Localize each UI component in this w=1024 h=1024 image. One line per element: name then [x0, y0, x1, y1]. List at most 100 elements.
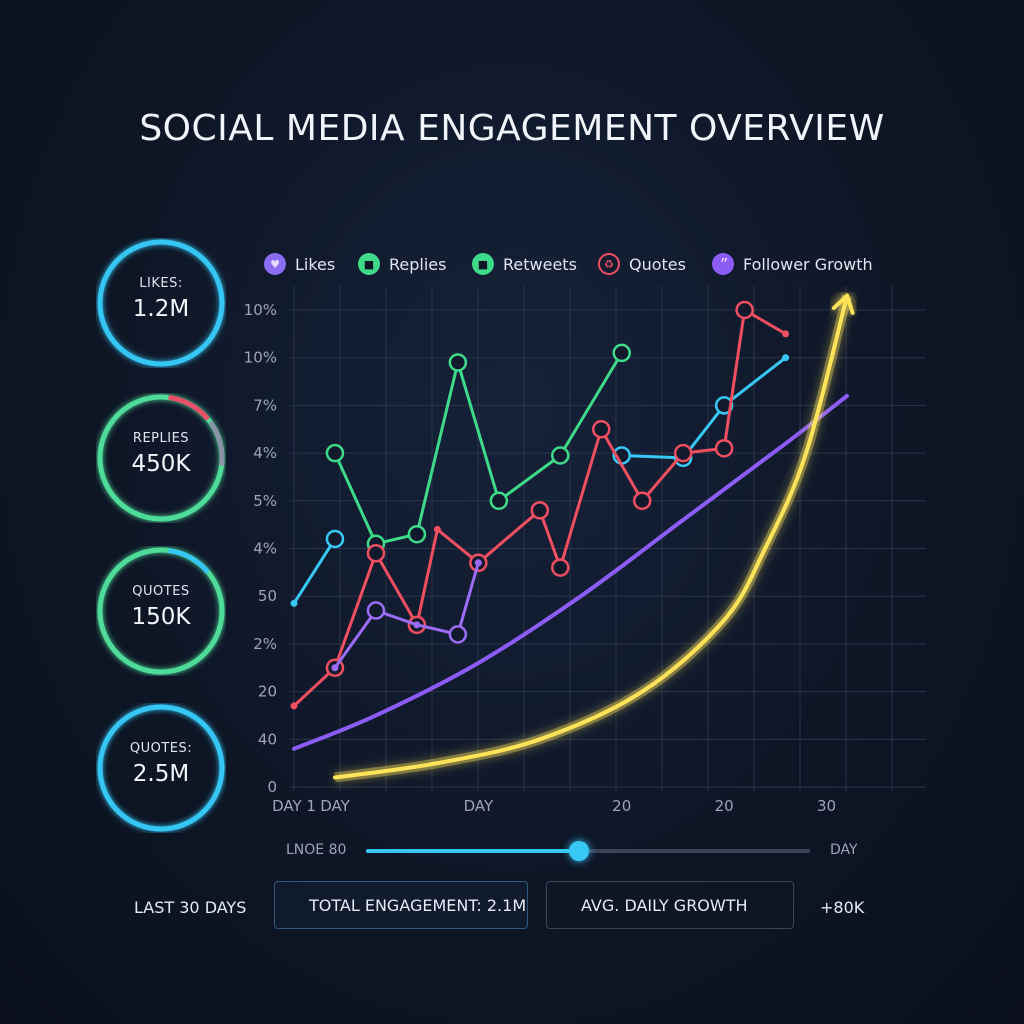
data-point[interactable]: [366, 544, 386, 563]
date-range-label: LAST 30 DAYS: [134, 898, 247, 917]
series-replies: [325, 343, 631, 553]
data-point[interactable]: [325, 529, 345, 549]
legend-label: Retweets: [503, 254, 577, 274]
y-tick-label: 20: [258, 683, 277, 701]
kpi-label: LIKES:: [139, 276, 183, 291]
series-trend: [332, 293, 855, 783]
y-tick-label: 5%: [253, 492, 277, 510]
legend-item-replies[interactable]: ■ Replies: [358, 250, 446, 278]
data-point: [782, 354, 790, 362]
data-point[interactable]: [551, 446, 570, 465]
x-tick-label: 20: [612, 797, 631, 815]
total-engagement-label: TOTAL ENGAGEMENT: 2.1M: [309, 895, 527, 915]
slider-track[interactable]: [366, 841, 810, 861]
heart-icon: ♥: [264, 253, 286, 275]
data-point[interactable]: [673, 443, 693, 463]
data-point[interactable]: [632, 491, 652, 511]
total-engagement-box[interactable]: TOTAL ENGAGEMENT: 2.1M: [274, 881, 528, 929]
kpi-ring: [97, 547, 225, 675]
legend-item-follower-growth[interactable]: ” Follower Growth: [712, 250, 873, 278]
kpi-label: REPLIES: [132, 431, 190, 446]
trend-arrowhead: [831, 293, 855, 315]
data-point[interactable]: [714, 439, 734, 458]
data-point[interactable]: [489, 491, 509, 511]
data-point: [413, 621, 421, 629]
y-tick-label: 10%: [244, 301, 277, 319]
y-tick-label: 10%: [244, 349, 277, 367]
legend-label: Quotes: [629, 254, 686, 274]
avg-daily-growth-label: AVG. DAILY GROWTH: [581, 895, 748, 915]
x-tick-label: DAY: [320, 797, 350, 815]
page-title: SOCIAL MEDIA ENGAGEMENT OVERVIEW: [139, 108, 885, 149]
data-point[interactable]: [591, 420, 611, 439]
data-point: [433, 525, 441, 533]
series-follower-growth: [292, 393, 850, 751]
speech-bubble-icon: ■: [358, 253, 380, 275]
date-range-slider[interactable]: LNOE 80 DAY: [286, 838, 866, 862]
legend-label: Likes: [295, 254, 336, 274]
kpi-label: QUOTES:: [129, 741, 193, 756]
kpi-ring: [97, 704, 225, 832]
legend-label: Replies: [389, 254, 447, 274]
y-tick-label: 0: [267, 778, 277, 796]
data-point[interactable]: [366, 601, 386, 620]
data-point[interactable]: [448, 625, 468, 644]
speech-bubble-icon: ■: [472, 253, 494, 275]
kpi-ring-progress: [97, 547, 225, 675]
kpi-label: QUOTES: [132, 584, 190, 599]
kpi-likes: LIKES: 1.2M: [96, 238, 226, 368]
series-line: [292, 538, 337, 605]
data-point[interactable]: [714, 396, 734, 415]
slider-right-label: DAY: [830, 842, 858, 858]
data-point[interactable]: [448, 353, 468, 372]
chart-series: [290, 293, 855, 783]
kpi-ring-progress: [97, 239, 225, 367]
kpi-value: 2.5M: [132, 761, 190, 787]
kpi-ring-progress: [97, 704, 225, 832]
data-point: [474, 559, 482, 567]
series-line: [332, 293, 850, 780]
data-point[interactable]: [325, 443, 345, 463]
slider-thumb[interactable]: [569, 841, 590, 861]
legend-item-retweets[interactable]: ■ Retweets: [472, 250, 577, 278]
recycle-icon: ♻: [598, 253, 620, 275]
quote-marks-icon: ”: [712, 253, 734, 275]
kpi-replies: REPLIES 450K: [96, 393, 226, 523]
y-axis-ticks: 0 40 20 2% 50 4% 5% 4% 7% 10% 10%: [244, 301, 277, 796]
series-retweets: [331, 559, 482, 672]
avg-daily-growth-box[interactable]: AVG. DAILY GROWTH: [546, 881, 794, 929]
y-tick-label: 40: [258, 730, 277, 748]
kpi-ring: [97, 394, 225, 522]
data-point: [331, 664, 339, 672]
y-tick-label: 4%: [253, 444, 277, 462]
data-point[interactable]: [735, 300, 754, 320]
legend-item-likes[interactable]: ♥ Likes: [264, 250, 335, 278]
chart-legend: ♥ Likes ■ Replies ■ Retweets ♻ Quotes ” …: [262, 250, 902, 278]
legend-item-quotes[interactable]: ♻ Quotes: [598, 250, 686, 278]
kpi-ring: [97, 239, 225, 367]
kpi-value: 150K: [131, 604, 191, 630]
data-point[interactable]: [407, 524, 427, 544]
legend-label: Follower Growth: [743, 254, 873, 274]
data-point[interactable]: [530, 501, 550, 520]
x-tick-label: DAY: [464, 797, 494, 815]
y-tick-label: 7%: [253, 396, 277, 414]
kpi-quotes: QUOTES 150K: [96, 546, 226, 676]
kpi-value: 1.2M: [132, 296, 190, 322]
x-tick-label: 30: [817, 797, 836, 815]
data-point[interactable]: [612, 343, 631, 363]
x-tick-label: DAY 1: [272, 797, 316, 815]
avg-daily-growth-value: +80K: [820, 898, 865, 917]
kpi-quotes-total: QUOTES: 2.5M: [96, 703, 226, 833]
data-point: [290, 599, 298, 607]
data-point: [290, 702, 298, 710]
slider-fill: [366, 849, 580, 853]
series-line: [333, 562, 480, 669]
x-tick-label: 20: [715, 797, 734, 815]
series-likes: [290, 354, 790, 607]
kpi-value: 450K: [131, 451, 191, 477]
x-axis-ticks: DAY 1 DAY DAY 20 20 30: [272, 797, 836, 815]
data-point[interactable]: [551, 558, 570, 577]
y-tick-label: 2%: [253, 635, 277, 653]
